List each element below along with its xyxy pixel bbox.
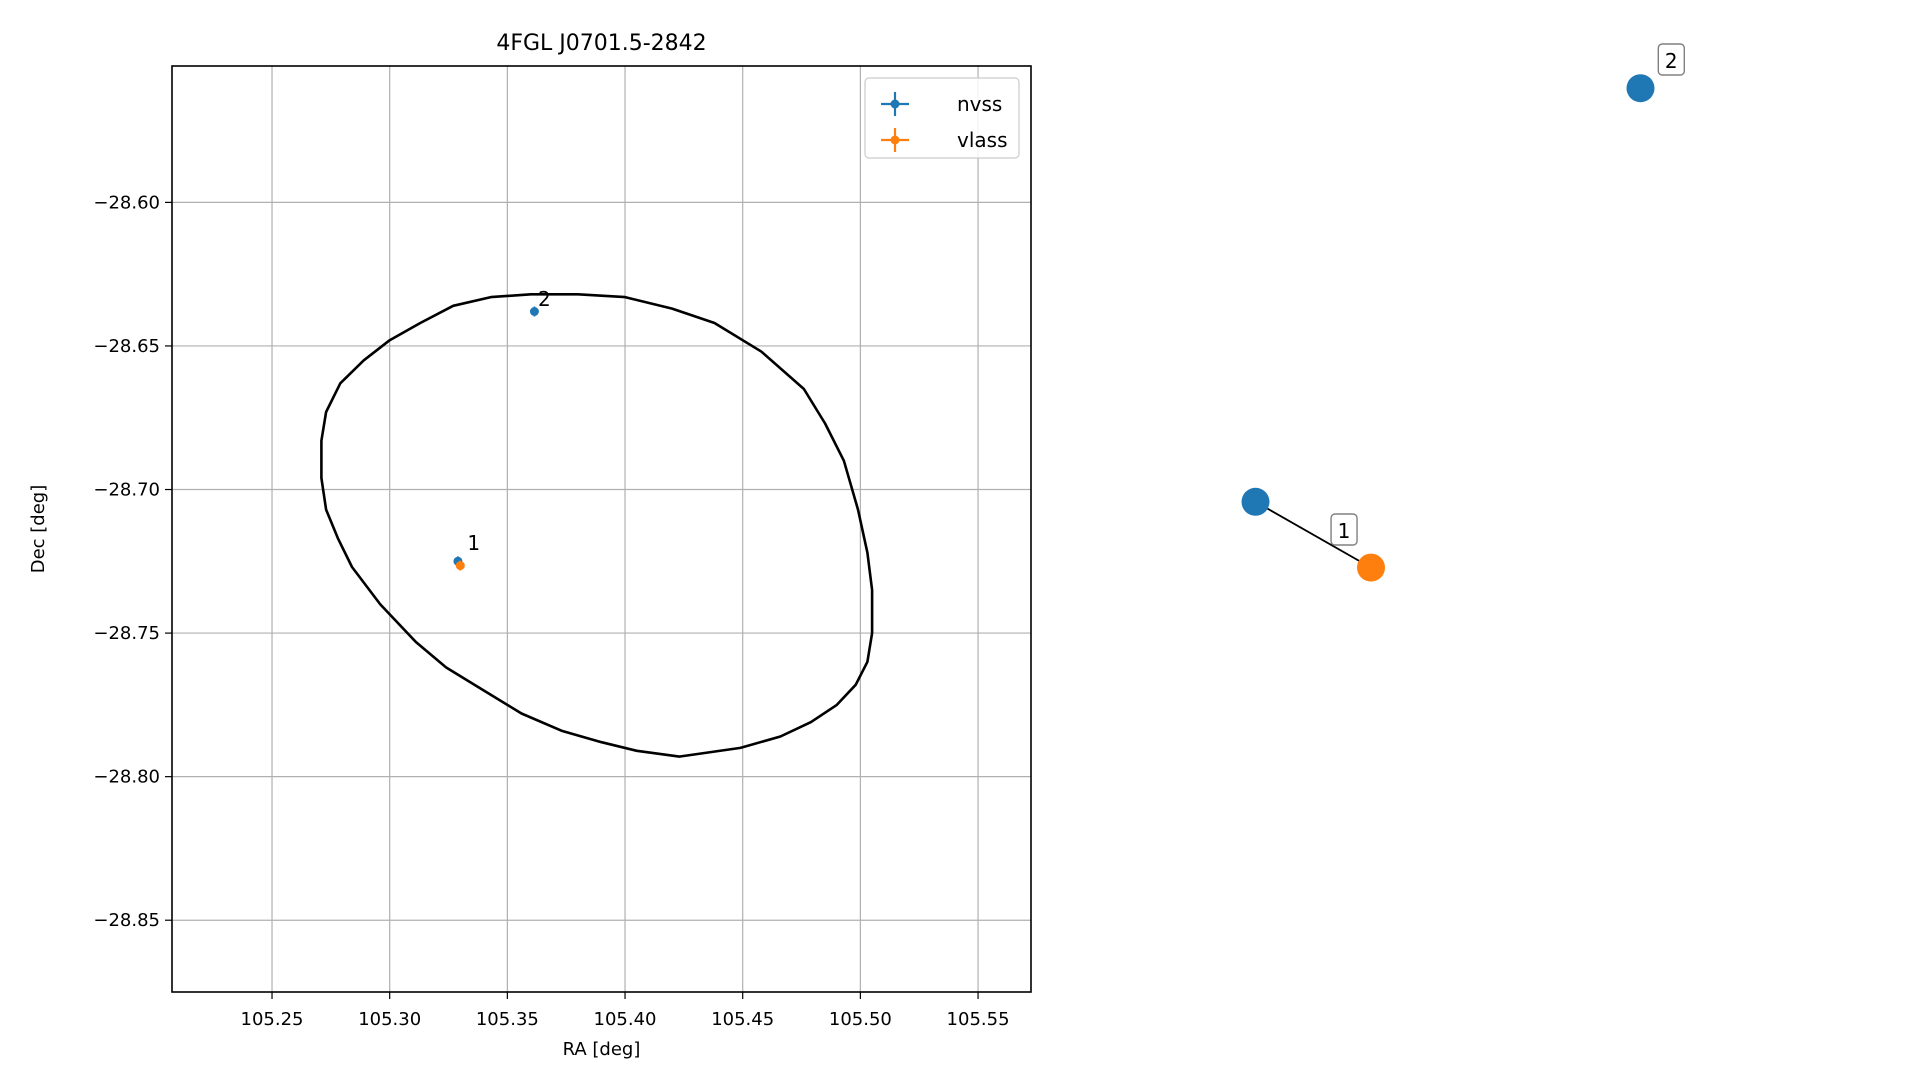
y-tick-label: −28.75 (93, 623, 160, 644)
x-tick-label: 105.55 (947, 1009, 1010, 1030)
point-label: 2 (538, 287, 551, 311)
x-tick-label: 105.45 (711, 1009, 774, 1030)
legend-box (864, 77, 1020, 159)
legend-marker-nvss (890, 99, 900, 109)
point-label: 1 (467, 531, 480, 555)
match-edge (1255, 501, 1372, 569)
y-axis-label: Dec [deg] (28, 485, 49, 574)
node-label-box (1657, 43, 1686, 76)
node-label: 1 (1338, 519, 1351, 543)
error-ellipse (320, 292, 874, 758)
point-annotations: 12 (467, 287, 550, 555)
legend-marker-vlass (890, 135, 900, 145)
x-tick-label: 105.50 (829, 1009, 892, 1030)
error-ellipse-outline (320, 292, 874, 758)
axes-frame (171, 65, 1032, 993)
left-scatter-plot: 12 105.25 105.30 105.35 105.40 105.45 105.50 1… (28, 31, 1032, 1060)
axis-ticks: 105.25 105.30 105.35 105.40 105.45 105.50 105.… (93, 192, 1009, 1030)
x-tick-label: 105.35 (476, 1009, 539, 1030)
y-tick-label: −28.70 (93, 480, 160, 501)
y-tick-label: −28.65 (93, 336, 160, 357)
x-tick-label: 105.40 (594, 1009, 657, 1030)
x-tick-label: 105.25 (241, 1009, 304, 1030)
y-tick-label: −28.60 (93, 192, 160, 213)
x-axis-label: RA [deg] (563, 1039, 641, 1060)
nvss-node (1626, 74, 1655, 103)
vlass-node (1357, 553, 1385, 582)
legend: nvss vlass (864, 77, 1020, 159)
y-tick-label: −28.85 (93, 910, 160, 931)
plot-title: 4FGL J0701.5-2842 (496, 31, 706, 56)
vlass-point (455, 561, 465, 571)
nvss-node (1241, 487, 1270, 516)
node-label-box (1330, 513, 1358, 546)
node-label: 2 (1665, 49, 1678, 73)
right-match-graph: 12 (1241, 43, 1686, 582)
x-tick-label: 105.30 (358, 1009, 421, 1030)
grid-lines (172, 66, 1031, 992)
data-points (453, 306, 539, 571)
nvss-point (529, 306, 539, 316)
legend-label-vlass: vlass (957, 128, 1008, 152)
legend-label-nvss: nvss (957, 92, 1002, 116)
y-tick-label: −28.80 (93, 767, 160, 788)
